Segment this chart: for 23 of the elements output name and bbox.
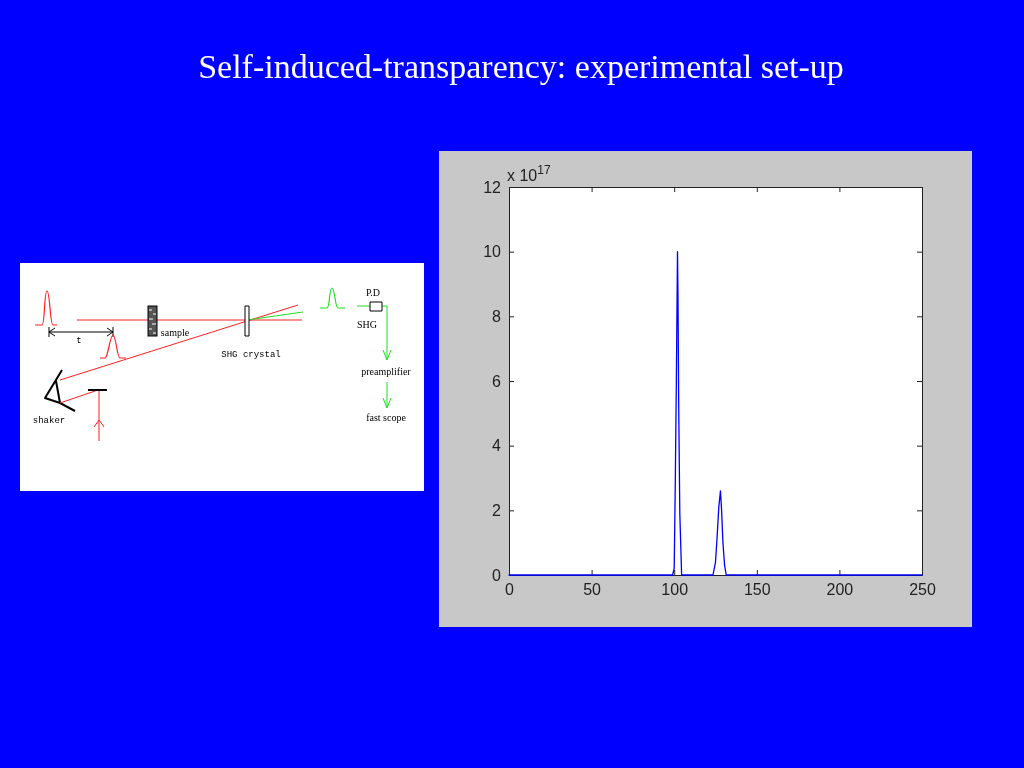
- x-tick-label: 50: [583, 581, 602, 599]
- x-tick-label: 150: [743, 581, 771, 599]
- y-tick-label: 8: [492, 307, 502, 325]
- y-tick-label: 2: [492, 501, 502, 519]
- y-tick-label: 12: [483, 178, 502, 196]
- x-tick-label: 100: [661, 581, 689, 599]
- text: Self-induced-transparency: experimental set-up: [198, 48, 844, 85]
- text: t: [76, 336, 82, 346]
- x-tick-label: 0: [505, 581, 515, 599]
- text: SHG crystal: [221, 350, 281, 360]
- text: fast scope: [366, 412, 407, 423]
- y-tick-label: 0: [492, 566, 502, 584]
- y-tick-label: 4: [492, 437, 502, 455]
- x-tick-label: 200: [826, 581, 854, 599]
- text: P.D: [365, 287, 381, 298]
- text: shaker: [32, 416, 66, 426]
- x-tick-label: 250: [909, 581, 936, 599]
- y-axis-title: x 10$^{17}$: [507, 163, 551, 184]
- text: sample: [160, 327, 190, 338]
- text: SHG: [356, 319, 378, 330]
- y-tick-label: 10: [483, 243, 502, 261]
- text: preamplifier: [361, 366, 412, 377]
- y-tick-label: 6: [492, 372, 502, 390]
